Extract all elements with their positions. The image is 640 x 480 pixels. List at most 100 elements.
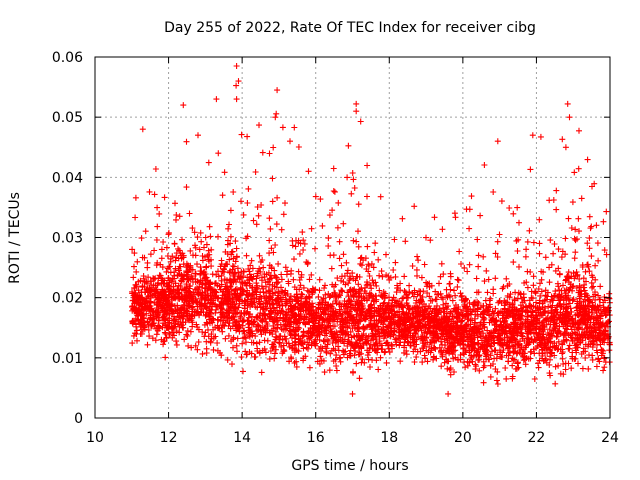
data-point	[349, 390, 356, 397]
data-point	[251, 354, 258, 360]
data-point	[156, 210, 163, 217]
data-point	[575, 215, 582, 222]
data-point	[146, 188, 153, 195]
data-point	[163, 244, 170, 251]
data-point	[458, 261, 464, 267]
data-point	[269, 175, 276, 182]
data-point	[147, 251, 154, 258]
data-point	[392, 273, 399, 280]
data-point	[243, 252, 250, 259]
data-point	[238, 198, 244, 205]
data-point	[565, 215, 572, 222]
data-point	[582, 355, 589, 361]
data-point	[586, 213, 593, 220]
data-point	[329, 207, 336, 214]
data-point	[305, 168, 312, 175]
y-tick-label: 0.05	[52, 110, 83, 126]
data-point	[586, 245, 593, 252]
data-point	[222, 335, 229, 342]
data-point	[562, 144, 569, 151]
data-point	[576, 127, 582, 134]
data-point	[229, 361, 235, 368]
data-point	[269, 198, 276, 205]
data-point	[466, 225, 473, 232]
x-axis-title: GPS time / hours	[291, 458, 408, 474]
data-point	[308, 225, 315, 232]
data-point	[235, 304, 242, 311]
data-point	[245, 185, 252, 192]
data-point	[606, 290, 613, 297]
data-point	[402, 238, 409, 245]
data-point	[319, 222, 326, 229]
data-point	[601, 364, 608, 371]
data-point	[350, 369, 356, 376]
data-point	[575, 325, 582, 332]
data-point	[475, 252, 482, 259]
data-point	[131, 250, 138, 257]
data-point	[527, 166, 534, 173]
x-tick-label: 12	[160, 430, 178, 446]
data-point	[153, 237, 160, 243]
data-point	[194, 234, 201, 241]
data-point	[550, 250, 557, 257]
data-point	[272, 114, 279, 121]
data-point	[390, 267, 397, 273]
data-point	[226, 221, 232, 228]
data-point	[230, 189, 237, 195]
data-point	[516, 263, 522, 270]
data-point	[353, 238, 360, 245]
data-point	[233, 63, 240, 69]
data-point	[296, 277, 303, 283]
x-tick-label: 10	[86, 430, 104, 446]
data-point	[300, 247, 307, 253]
data-point	[233, 245, 240, 252]
axes: 10 12 14 16 18 20 22 2400.010.020.030.040.050.0…	[52, 50, 619, 446]
data-point	[364, 352, 371, 359]
data-point	[325, 243, 332, 249]
data-point	[568, 365, 575, 372]
data-point	[129, 340, 136, 347]
data-point	[187, 247, 194, 254]
data-point	[560, 282, 566, 289]
data-point	[289, 237, 296, 244]
data-point	[160, 239, 167, 245]
data-point	[589, 284, 595, 291]
data-point	[439, 226, 446, 233]
plot-frame	[94, 56, 611, 419]
data-point	[423, 279, 430, 286]
data-point	[132, 194, 139, 201]
data-point	[172, 200, 178, 207]
data-point	[274, 194, 281, 201]
data-point	[273, 110, 280, 117]
data-point	[358, 359, 365, 366]
data-point	[601, 247, 608, 254]
data-point	[240, 211, 247, 218]
data-point	[413, 266, 420, 273]
data-point	[493, 377, 500, 384]
data-point	[170, 329, 176, 336]
data-point	[212, 309, 219, 316]
data-point	[455, 277, 462, 284]
data-point	[516, 219, 522, 226]
data-point	[194, 346, 201, 353]
x-tick-label: 24	[601, 430, 619, 446]
data-point	[144, 259, 151, 266]
data-point	[317, 196, 324, 203]
data-point	[230, 334, 237, 341]
data-point	[321, 369, 328, 376]
data-point	[572, 249, 579, 256]
data-point	[186, 210, 193, 217]
data-point	[445, 390, 452, 397]
data-point	[553, 187, 560, 194]
data-point	[584, 156, 591, 163]
x-tick-label: 20	[454, 430, 472, 446]
data-point	[203, 350, 210, 356]
data-point	[530, 273, 537, 280]
data-point	[578, 195, 585, 202]
data-point	[248, 257, 255, 264]
data-point	[176, 213, 183, 220]
data-point	[194, 261, 200, 268]
data-point	[383, 251, 389, 258]
data-point	[271, 355, 278, 362]
data-point	[338, 287, 345, 294]
